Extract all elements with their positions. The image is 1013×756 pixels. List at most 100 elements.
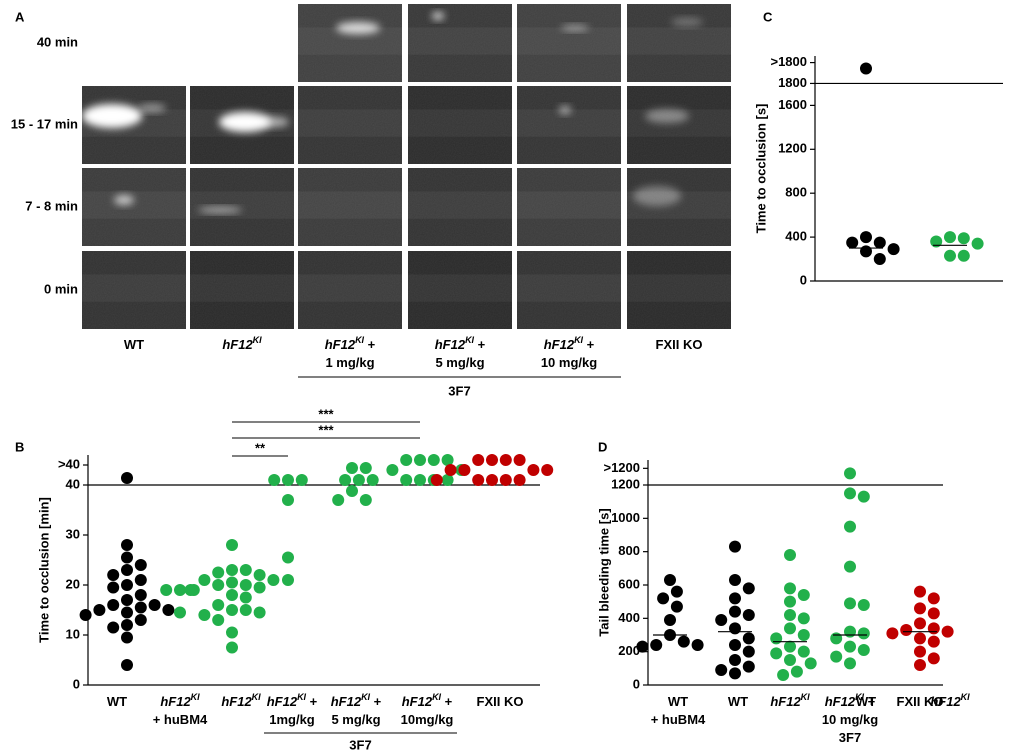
x-tick-label: hF12KI bbox=[160, 692, 200, 709]
data-dot bbox=[770, 632, 783, 645]
micrograph bbox=[627, 4, 731, 82]
micrograph bbox=[627, 168, 731, 246]
label-part: FXII KO bbox=[477, 694, 524, 709]
data-dot bbox=[770, 647, 783, 660]
data-dot bbox=[359, 494, 372, 506]
y-tick-label: 400 bbox=[785, 229, 807, 244]
micrograph bbox=[82, 251, 186, 329]
label-part: + huBM4 bbox=[651, 712, 706, 727]
row-label: 15 - 17 min bbox=[11, 116, 78, 131]
data-dot bbox=[212, 614, 225, 626]
data-dot bbox=[253, 581, 266, 594]
image-noise bbox=[408, 86, 512, 164]
row-label: 7 - 8 min bbox=[25, 198, 78, 213]
data-dot bbox=[134, 589, 147, 601]
x-tick-label: 3F7 bbox=[839, 730, 861, 745]
label-sup: KI bbox=[252, 692, 261, 702]
data-dot bbox=[121, 619, 133, 631]
data-dot bbox=[797, 645, 810, 658]
y-tick-label: 800 bbox=[618, 543, 640, 558]
y-axis-title: Time to occlusion [min] bbox=[36, 497, 51, 643]
data-dot bbox=[486, 454, 498, 466]
data-dot bbox=[930, 235, 943, 248]
image-noise bbox=[190, 168, 294, 246]
label-part: WT bbox=[107, 694, 127, 709]
y-tick-label: 40 bbox=[66, 476, 80, 491]
row-label: 40 min bbox=[37, 34, 78, 49]
label-part: hF12 bbox=[544, 337, 575, 352]
data-dot bbox=[121, 606, 133, 619]
data-dot bbox=[873, 253, 886, 266]
data-dot bbox=[134, 559, 147, 571]
data-dot bbox=[857, 644, 870, 656]
column-label: WT bbox=[124, 337, 144, 352]
data-dot bbox=[657, 592, 670, 605]
data-dot bbox=[499, 474, 512, 486]
data-dot bbox=[239, 604, 252, 616]
panel-label: D bbox=[598, 439, 607, 454]
data-dot bbox=[458, 464, 471, 476]
data-dot bbox=[444, 464, 457, 476]
data-dot bbox=[797, 629, 810, 641]
label-sup: KI bbox=[355, 335, 364, 345]
label-part: 3F7 bbox=[839, 730, 861, 745]
label-part: 10 mg/kg bbox=[822, 712, 878, 727]
data-dot bbox=[844, 467, 856, 480]
y-tick-label: 1800 bbox=[778, 75, 807, 90]
x-tick-label: hF12KI bbox=[221, 692, 261, 709]
bracket-label: 3F7 bbox=[448, 383, 470, 398]
label-part: 10 mg/kg bbox=[541, 355, 597, 370]
data-dot bbox=[414, 454, 426, 466]
data-dot bbox=[226, 539, 238, 551]
data-dot bbox=[784, 622, 796, 635]
label-part: + bbox=[306, 694, 318, 709]
label-part: hF12 bbox=[160, 694, 191, 709]
x-tick-label: hF12KI + bbox=[267, 692, 318, 709]
data-dot bbox=[846, 236, 859, 249]
data-dot bbox=[513, 474, 526, 486]
image-noise bbox=[298, 168, 402, 246]
data-dot bbox=[927, 622, 940, 635]
data-dot bbox=[729, 592, 741, 605]
data-dot bbox=[742, 582, 755, 595]
y-axis-title: Time to occlusion [s] bbox=[753, 104, 768, 234]
image-noise bbox=[298, 86, 402, 164]
label-part: FXII KO bbox=[897, 694, 944, 709]
image-noise bbox=[517, 251, 621, 329]
data-dot bbox=[346, 485, 358, 497]
data-dot bbox=[784, 654, 796, 666]
data-dot bbox=[784, 640, 796, 653]
micrograph bbox=[298, 4, 402, 82]
data-dot bbox=[400, 474, 413, 486]
micrograph bbox=[408, 86, 512, 164]
micrograph bbox=[517, 86, 621, 164]
micrograph bbox=[517, 251, 621, 329]
fluorescence bbox=[559, 106, 571, 114]
image-noise bbox=[298, 251, 402, 329]
data-dot bbox=[830, 632, 843, 645]
fluorescence bbox=[114, 195, 134, 205]
y-tick-label: >40 bbox=[58, 456, 80, 471]
data-dot bbox=[107, 581, 120, 594]
data-dot bbox=[239, 591, 252, 604]
data-dot bbox=[134, 601, 147, 614]
data-dot bbox=[873, 236, 886, 249]
data-dot bbox=[282, 551, 294, 564]
fluorescence bbox=[645, 109, 689, 123]
image-noise bbox=[408, 168, 512, 246]
image-noise bbox=[190, 251, 294, 329]
data-dot bbox=[715, 664, 728, 676]
data-dot bbox=[742, 632, 755, 645]
column-label: hF12KI + bbox=[325, 335, 376, 352]
micrograph bbox=[82, 168, 186, 246]
label-part: hF12 bbox=[435, 337, 466, 352]
significance-label: *** bbox=[318, 422, 334, 437]
y-tick-label: 0 bbox=[633, 676, 640, 691]
micrograph bbox=[408, 4, 512, 82]
data-dot bbox=[729, 540, 741, 553]
label-sup: KI bbox=[191, 692, 200, 702]
micrograph bbox=[190, 86, 294, 164]
data-dot bbox=[927, 592, 940, 605]
data-dot bbox=[914, 645, 926, 658]
